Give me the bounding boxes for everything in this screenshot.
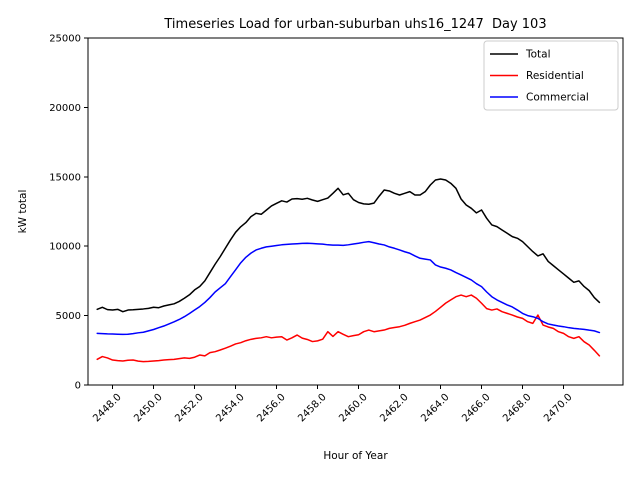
- x-axis-ticks: 2448.0 2450.0 2452.0 2454.0 2456.0 2458.0 2460…: [91, 385, 575, 425]
- legend-label-commercial: Commercial: [526, 92, 589, 104]
- chart-title: Timeseries Load for urban-suburban uhs16…: [163, 17, 546, 32]
- y-tick-label: 10000: [49, 242, 81, 253]
- y-tick-label: 25000: [49, 34, 81, 45]
- y-axis-ticks: 0 5000 10000 15000 20000 25000: [49, 34, 88, 392]
- legend-label-residential: Residential: [526, 70, 584, 82]
- x-tick-label: 2448.0: [91, 392, 124, 425]
- x-tick-label: 2454.0: [214, 392, 247, 425]
- legend-box: [483, 40, 619, 111]
- y-tick-label: 0: [75, 381, 81, 392]
- series-line-total: [96, 178, 601, 313]
- series-line-residential: [96, 294, 601, 363]
- y-tick-label: 20000: [49, 103, 81, 114]
- x-tick-label: 2462.0: [378, 392, 411, 425]
- x-tick-label: 2458.0: [296, 392, 329, 425]
- series-line-commercial: [96, 240, 601, 336]
- x-tick-label: 2456.0: [255, 392, 288, 425]
- legend: Total Residential Commercial: [483, 40, 619, 111]
- x-tick-label: 2452.0: [173, 392, 206, 425]
- plot-border: [87, 37, 624, 386]
- y-tick-label: 15000: [49, 172, 81, 183]
- legend-label-total: Total: [525, 49, 551, 61]
- x-axis-label: Hour of Year: [323, 450, 388, 462]
- y-tick-label: 5000: [56, 311, 81, 322]
- x-tick-label: 2460.0: [337, 392, 370, 425]
- x-tick-label: 2466.0: [460, 392, 493, 425]
- x-tick-label: 2468.0: [501, 392, 534, 425]
- y-axis-label: kW total: [17, 190, 29, 234]
- x-tick-label: 2464.0: [419, 392, 452, 425]
- series-lines: [96, 178, 601, 363]
- x-tick-label: 2450.0: [132, 392, 165, 425]
- x-tick-label: 2470.0: [542, 392, 575, 425]
